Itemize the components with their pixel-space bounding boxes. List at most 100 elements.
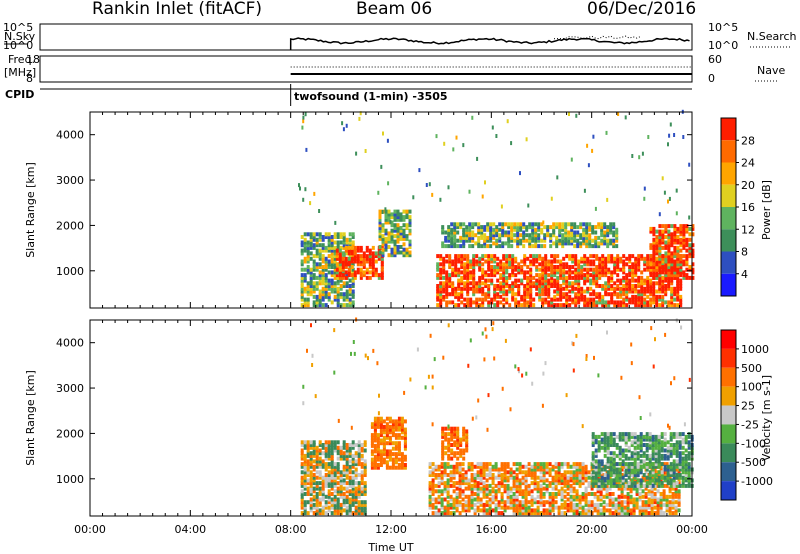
echo-cell <box>388 419 392 424</box>
echo-cell <box>365 256 369 261</box>
echo-cell <box>627 464 631 469</box>
echo-cell <box>336 303 340 308</box>
echo-cell <box>303 462 307 467</box>
echo-cell <box>643 262 647 267</box>
echo-cell <box>350 259 354 264</box>
echo-cell <box>687 432 691 437</box>
echo-cell <box>327 270 331 275</box>
echo-cell <box>649 292 653 297</box>
echo-cell <box>324 265 328 269</box>
echo-cell <box>677 508 681 513</box>
echo-cell <box>675 483 679 488</box>
echo-cell <box>577 281 581 286</box>
echo-cell <box>491 464 495 469</box>
echo-cell <box>668 133 671 138</box>
echo-cell <box>351 489 355 494</box>
echo-cell <box>336 489 340 494</box>
echo-cell <box>505 292 509 297</box>
echo-cell <box>492 222 496 227</box>
echo-cell <box>649 412 652 417</box>
echo-cell <box>487 267 491 272</box>
echo-cell <box>657 448 661 453</box>
echo-cell <box>482 494 486 499</box>
echo-cell <box>556 289 560 294</box>
echo-cell <box>609 227 613 232</box>
echo-cell <box>500 462 504 467</box>
echo-cell <box>627 432 631 437</box>
echo-cell <box>660 483 664 488</box>
echo-cell <box>476 464 480 469</box>
echo-cell <box>655 275 659 280</box>
echo-cell <box>463 286 467 291</box>
echo-cell <box>664 267 668 272</box>
echo-cell <box>638 395 641 400</box>
echo-cell <box>303 508 307 513</box>
echo-cell <box>511 281 515 286</box>
echo-cell <box>354 467 358 472</box>
echo-cell <box>542 464 546 469</box>
echo-cell <box>500 475 504 480</box>
echo-cell <box>312 464 316 469</box>
echo-cell <box>321 451 325 456</box>
echo-cell <box>661 237 665 242</box>
echo-cell <box>669 432 673 437</box>
echo-cell <box>524 505 528 510</box>
echo-cell <box>342 451 346 456</box>
echo-cell <box>477 238 481 243</box>
echo-cell <box>339 448 343 453</box>
echo-cell <box>466 254 470 259</box>
echo-cell <box>502 284 506 288</box>
echo-cell <box>609 222 613 227</box>
echo-cell <box>666 478 670 483</box>
echo-cell <box>574 275 578 280</box>
echo-cell <box>548 467 552 472</box>
echo-cell <box>561 222 565 227</box>
echo-cell <box>565 275 569 280</box>
echo-cell <box>688 267 692 272</box>
echo-cell <box>666 456 670 461</box>
echo-cell <box>615 238 619 243</box>
echo-cell <box>612 456 616 461</box>
echo-cell <box>365 267 369 272</box>
echo-cell <box>336 243 340 248</box>
echo-cell <box>554 483 558 488</box>
echo-cell <box>558 225 562 230</box>
power-x-axis <box>89 112 693 308</box>
echo-cell <box>448 265 452 269</box>
echo-cell <box>575 505 579 510</box>
echo-cell <box>606 459 610 464</box>
echo-cell <box>496 292 500 297</box>
echo-cell <box>523 284 527 288</box>
echo-cell <box>531 233 535 238</box>
echo-cell <box>661 278 665 283</box>
echo-cell <box>351 267 355 272</box>
echo-cell <box>476 475 480 480</box>
echo-cell <box>447 426 451 431</box>
echo-cell <box>589 297 593 302</box>
echo-cell <box>394 452 398 457</box>
echo-cell <box>511 273 515 278</box>
echo-cell <box>464 475 468 480</box>
echo-cell <box>652 226 656 231</box>
echo-cell <box>679 226 683 231</box>
echo-cell <box>568 270 572 275</box>
echo-cell <box>444 230 448 235</box>
echo-cell <box>465 432 469 437</box>
echo-cell <box>542 462 546 467</box>
echo-cell <box>625 292 629 297</box>
echo-cell <box>300 481 304 486</box>
echo-cell <box>315 511 319 516</box>
echo-cell <box>458 500 462 505</box>
echo-cell <box>633 445 637 450</box>
echo-cell <box>309 232 313 237</box>
echo-cell <box>370 435 374 440</box>
echo-cell <box>378 217 382 222</box>
echo-cell <box>449 473 453 477</box>
echo-cell <box>338 262 342 267</box>
echo-cell <box>311 353 314 358</box>
echo-cell <box>662 489 666 494</box>
echo-cell <box>376 446 380 451</box>
echo-cell <box>333 462 337 467</box>
echo-cell <box>342 127 345 132</box>
echo-cell <box>691 248 695 253</box>
